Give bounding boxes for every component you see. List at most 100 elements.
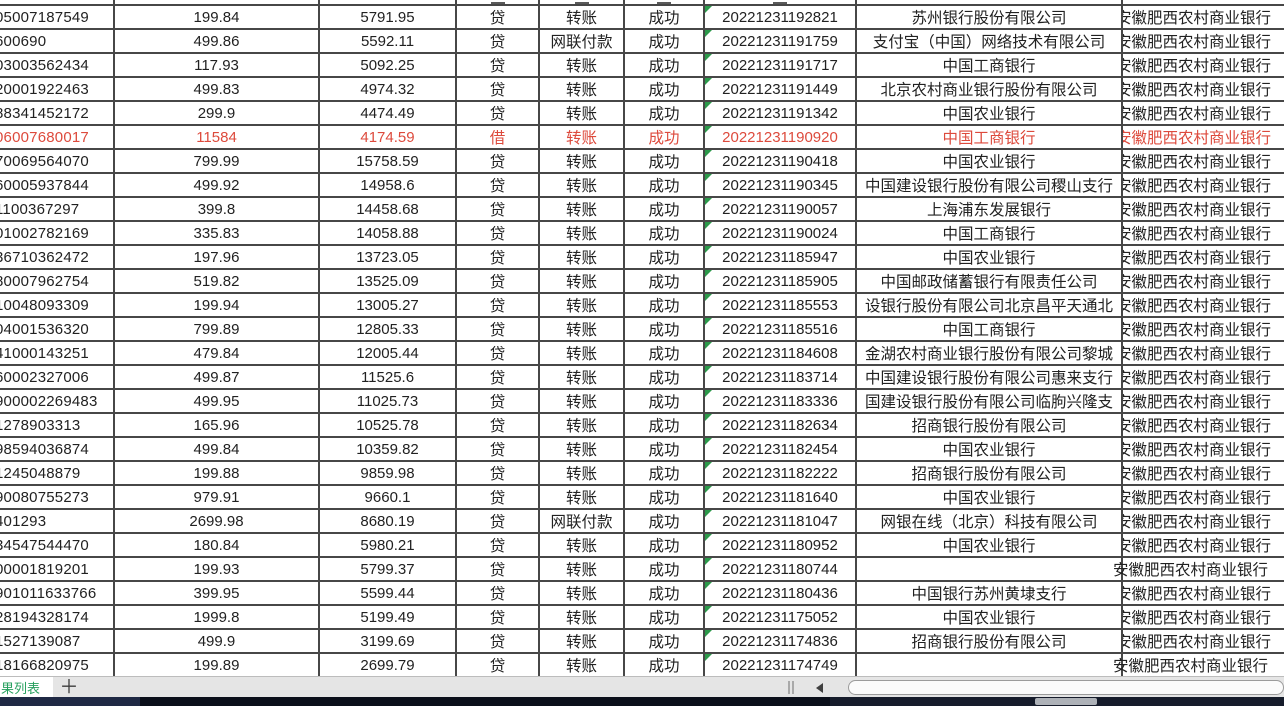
cell-bank-name[interactable]: 中国农业银行	[857, 486, 1123, 508]
cell-bank-name[interactable]: 国建设银行股份有限公司临朐兴隆支	[857, 390, 1123, 412]
cell-branch-bank[interactable]: 安徽肥西农村商业银行	[1123, 490, 1272, 507]
cell-debit-credit[interactable]: 贷	[457, 198, 540, 220]
cell-balance[interactable]: 11025.73	[320, 390, 457, 412]
cell-amount[interactable]: 799.99	[115, 150, 320, 172]
cell-transaction-type[interactable]: 转账	[540, 486, 625, 508]
cell-balance[interactable]: 5791.95	[320, 6, 457, 28]
cell-account-number[interactable]: 36710362472	[0, 246, 115, 268]
cell-status[interactable]: 成功	[625, 582, 705, 604]
cell-balance[interactable]: 10359.82	[320, 438, 457, 460]
cell-balance[interactable]: 14458.68	[320, 198, 457, 220]
cell-debit-credit[interactable]: 贷	[457, 102, 540, 124]
cell-status[interactable]: 成功	[625, 270, 705, 292]
cell-timestamp[interactable]: 20221231190345	[705, 174, 857, 196]
cell-timestamp[interactable]: 20221231185947	[705, 246, 857, 268]
cell-timestamp[interactable]: 20221231182454	[705, 438, 857, 460]
cell-amount[interactable]: 519.82	[115, 270, 320, 292]
cell-debit-credit[interactable]: 贷	[457, 342, 540, 364]
cell-debit-credit[interactable]: 贷	[457, 30, 540, 52]
cell-status[interactable]: 成功	[625, 462, 705, 484]
cell-branch-bank[interactable]: 安徽肥西农村商业银行	[1123, 130, 1272, 147]
cell-status[interactable]: 成功	[625, 534, 705, 556]
cell-timestamp[interactable]: 20221231190418	[705, 150, 857, 172]
cell-account-number[interactable]: 06007680017	[0, 126, 115, 148]
cell-amount[interactable]: 199.84	[115, 6, 320, 28]
cell-amount[interactable]: 2699.98	[115, 510, 320, 532]
cell-amount[interactable]: 199.89	[115, 654, 320, 676]
cell-bank-name[interactable]	[857, 558, 1123, 580]
cell-bank-name[interactable]: 中国农业银行	[857, 438, 1123, 460]
cell-timestamp[interactable]: 20221231183714	[705, 366, 857, 388]
cell-timestamp[interactable]: 20221231191759	[705, 30, 857, 52]
cell-account-number[interactable]: 34547544470	[0, 534, 115, 556]
cell-branch-bank[interactable]: 安徽肥西农村商业银行	[1123, 106, 1272, 123]
cell-status[interactable]: 成功	[625, 510, 705, 532]
cell-bank-name[interactable]: 中国工商银行	[857, 318, 1123, 340]
cell-amount[interactable]: 1999.8	[115, 606, 320, 628]
cell-debit-credit[interactable]: 贷	[457, 246, 540, 268]
cell-account-number[interactable]: 05007187549	[0, 6, 115, 28]
cell-amount[interactable]: 199.94	[115, 294, 320, 316]
cell-timestamp[interactable]: 20221231183336	[705, 390, 857, 412]
cell-bank-name[interactable]: 中国工商银行	[857, 126, 1123, 148]
cell-amount[interactable]: 197.96	[115, 246, 320, 268]
cell-transaction-type[interactable]: 转账	[540, 654, 625, 676]
cell-balance[interactable]: 14058.88	[320, 222, 457, 244]
cell-transaction-type[interactable]: 转账	[540, 582, 625, 604]
cell-branch-bank[interactable]: 安徽肥西农村商业银行	[1123, 634, 1272, 651]
cell-debit-credit[interactable]: 贷	[457, 510, 540, 532]
cell-balance[interactable]: 5980.21	[320, 534, 457, 556]
cell-amount[interactable]: 499.83	[115, 78, 320, 100]
cell-status[interactable]: 成功	[625, 102, 705, 124]
cell-amount[interactable]: 499.95	[115, 390, 320, 412]
cell-branch-bank[interactable]: 安徽肥西农村商业银行	[1123, 610, 1272, 627]
cell-timestamp[interactable]: 20221231191449	[705, 78, 857, 100]
cell-status[interactable]: 成功	[625, 438, 705, 460]
cell-amount[interactable]: 299.9	[115, 102, 320, 124]
cell-status[interactable]: 成功	[625, 342, 705, 364]
cell-balance[interactable]: 8680.19	[320, 510, 457, 532]
cell-debit-credit[interactable]: 贷	[457, 486, 540, 508]
cell-transaction-type[interactable]: 转账	[540, 294, 625, 316]
add-sheet-button[interactable]: ＋	[57, 677, 81, 698]
cell-status[interactable]: 成功	[625, 6, 705, 28]
cell-bank-name[interactable]: 招商银行股份有限公司	[857, 630, 1123, 652]
cell-balance[interactable]: 12805.33	[320, 318, 457, 340]
cell-timestamp[interactable]: 20221231180952	[705, 534, 857, 556]
cell-branch-bank[interactable]: 安徽肥西农村商业银行	[1123, 466, 1272, 483]
cell-transaction-type[interactable]: 转账	[540, 54, 625, 76]
cell-account-number[interactable]: 401293	[0, 510, 115, 532]
cell-bank-name[interactable]: 招商银行股份有限公司	[857, 462, 1123, 484]
cell-status[interactable]: 成功	[625, 30, 705, 52]
cell-amount[interactable]: 499.86	[115, 30, 320, 52]
cell-transaction-type[interactable]: 转账	[540, 390, 625, 412]
cell-balance[interactable]: 5199.49	[320, 606, 457, 628]
cell-status[interactable]: 成功	[625, 654, 705, 676]
cell-status[interactable]: 成功	[625, 366, 705, 388]
cell-transaction-type[interactable]: 转账	[540, 78, 625, 100]
cell-balance[interactable]: 11525.6	[320, 366, 457, 388]
cell-timestamp[interactable]: 20221231190024	[705, 222, 857, 244]
cell-bank-name[interactable]: 中国邮政储蓄银行有限责任公司	[857, 270, 1123, 292]
cell-transaction-type[interactable]: 转账	[540, 222, 625, 244]
cell-amount[interactable]: 499.9	[115, 630, 320, 652]
cell-timestamp[interactable]: 20221231192821	[705, 6, 857, 28]
cell-amount[interactable]: 499.87	[115, 366, 320, 388]
cell-timestamp[interactable]: 20221231185905	[705, 270, 857, 292]
cell-status[interactable]: 成功	[625, 606, 705, 628]
cell-amount[interactable]: 199.93	[115, 558, 320, 580]
cell-status[interactable]: 成功	[625, 198, 705, 220]
cell-bank-name[interactable]: 中国农业银行	[857, 150, 1123, 172]
cell-balance[interactable]: 5592.11	[320, 30, 457, 52]
sheet-tab-result-list[interactable]: 果列表	[0, 677, 53, 698]
cell-bank-name[interactable]: 中国农业银行	[857, 606, 1123, 628]
cell-transaction-type[interactable]: 网联付款	[540, 510, 625, 532]
cell-account-number[interactable]: 41000143251	[0, 342, 115, 364]
cell-debit-credit[interactable]: 贷	[457, 438, 540, 460]
horizontal-scrollbar-thumb[interactable]	[848, 680, 1284, 695]
cell-account-number[interactable]: 18166820975	[0, 654, 115, 676]
cell-bank-name[interactable]: 中国工商银行	[857, 222, 1123, 244]
cell-branch-bank[interactable]: 安徽肥西农村商业银行	[1123, 346, 1272, 363]
cell-branch-bank[interactable]: 安徽肥西农村商业银行	[1123, 250, 1272, 267]
cell-amount[interactable]: 979.91	[115, 486, 320, 508]
